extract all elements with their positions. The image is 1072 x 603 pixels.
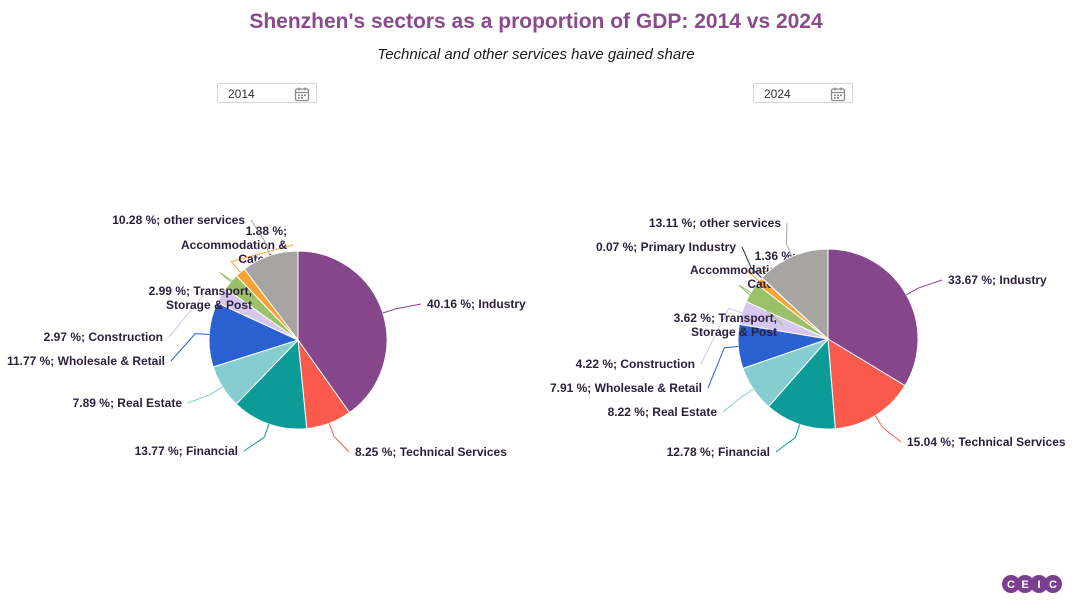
pie-connector: [700, 307, 743, 365]
pie-data-label: 8.22 %; Real Estate: [608, 405, 718, 419]
pie-connector: [785, 222, 793, 257]
ceic-logo: C E I C: [1002, 575, 1062, 593]
pie-slice[interactable]: [243, 250, 299, 342]
pie-data-label: 2.97 %; Construction: [44, 330, 163, 344]
pie-chart-1: 40.16 %; Industry 8.25 %; Technical Servi…: [7, 213, 526, 459]
logo-letter: E: [1021, 579, 1028, 591]
pie-data-label: 7.91 %; Wholesale & Retail: [550, 381, 702, 395]
pie-connector: [168, 287, 222, 338]
pie-connector: [722, 388, 754, 413]
pie-slice[interactable]: [827, 338, 906, 430]
pie-connector: [328, 423, 350, 453]
pie-data-label: 12.78 %; Financial: [667, 445, 770, 459]
logo-letter: I: [1037, 579, 1040, 591]
pie-connector: [741, 246, 763, 279]
pie-connector: [707, 346, 739, 389]
pie-data-label: 33.67 %; Industry: [948, 273, 1047, 287]
pie-connector: [243, 423, 270, 452]
calendar-icon[interactable]: [294, 86, 310, 102]
date-picker-value: 2014: [228, 87, 255, 101]
pie-data-label: 11.77 %; Wholesale & Retail: [7, 354, 165, 368]
pie-data-label: 3.62 %; Transport, Storage & Post: [674, 311, 777, 339]
pie-slice[interactable]: [827, 248, 919, 387]
pie-connector: [230, 244, 294, 273]
pie-connector: [906, 279, 943, 296]
pie-slice[interactable]: [761, 248, 829, 341]
pie-data-label: 15.04 %; Technical Services: [907, 435, 1066, 449]
pie-data-label: 10.28 %; other services: [112, 213, 245, 227]
pie-data-label: 13.77 %; Financial: [135, 444, 238, 458]
pie-data-label: 4.22 %; Construction: [576, 357, 695, 371]
pie-data-label: 7.89 %; Real Estate: [73, 396, 183, 410]
pie-connector: [187, 386, 223, 404]
pie-data-label: 40.16 %; Industry: [427, 297, 526, 311]
pie-connector: [738, 284, 784, 326]
date-picker-value: 2024: [764, 87, 791, 101]
pie-connector: [874, 415, 902, 443]
pie-data-label: 8.25 %; Technical Services: [355, 445, 507, 459]
pie-connector: [250, 219, 271, 256]
pie-data-label: 2.99 %; Transport, Storage & Post: [149, 284, 252, 312]
logo-letter: C: [1049, 579, 1057, 591]
pie-slice[interactable]: [208, 302, 300, 368]
chart-subtitle: Technical and other services have gained…: [377, 46, 695, 63]
logo-letter: C: [1007, 579, 1015, 591]
calendar-icon[interactable]: [830, 86, 846, 102]
pie-data-label: 0.07 %; Primary Industry: [596, 240, 736, 254]
pie-connector: [219, 272, 259, 299]
pie-slice[interactable]: [297, 250, 388, 414]
date-picker-left[interactable]: 2014: [217, 83, 317, 103]
pie-connector: [775, 424, 801, 453]
pie-chart-2: 33.67 %; Industry 15.04 %; Technical Serv…: [550, 216, 1066, 459]
pie-connector: [382, 303, 422, 314]
pie-connector: [170, 333, 210, 362]
date-picker-right[interactable]: 2024: [753, 83, 853, 103]
chart-title: Shenzhen's sectors as a proportion of GD…: [249, 10, 823, 33]
pie-data-label: 13.11 %; other services: [649, 216, 781, 230]
